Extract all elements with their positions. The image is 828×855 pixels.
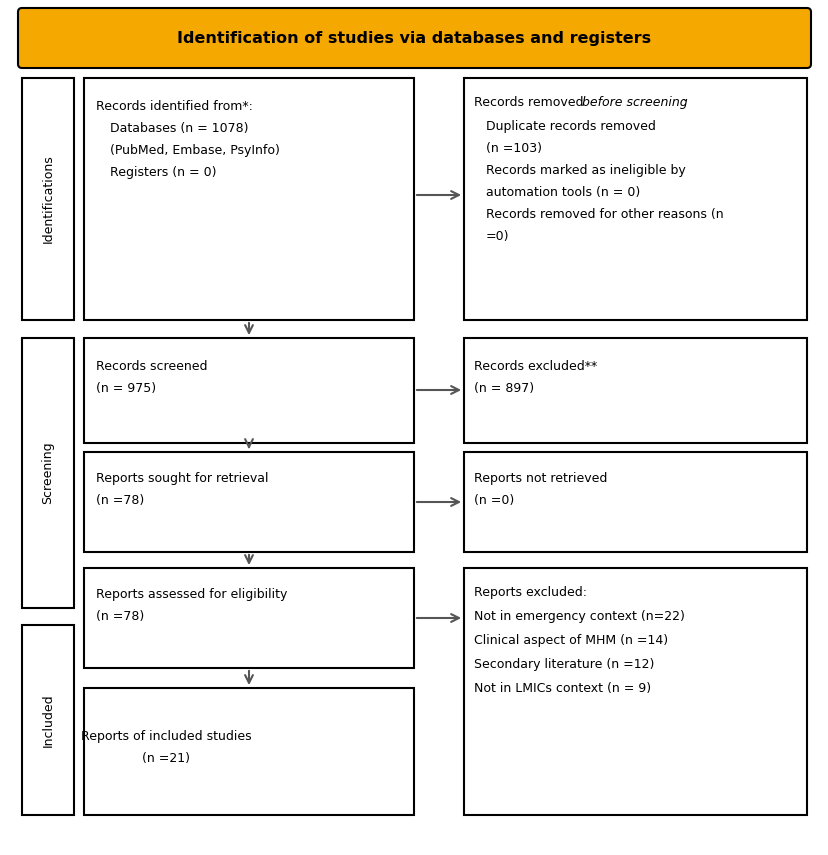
Bar: [22, 338, 74, 608]
Text: Registers (n = 0): Registers (n = 0): [110, 166, 216, 179]
Bar: [464, 452, 806, 552]
Bar: [84, 338, 413, 443]
Text: Reports excluded:: Reports excluded:: [474, 586, 586, 599]
FancyBboxPatch shape: [18, 8, 810, 68]
Text: (n = 975): (n = 975): [96, 382, 156, 395]
Text: Included: Included: [41, 693, 55, 746]
Text: Records removed: Records removed: [474, 96, 587, 109]
Text: Databases (n = 1078): Databases (n = 1078): [110, 122, 248, 135]
Text: Reports sought for retrieval: Reports sought for retrieval: [96, 472, 268, 485]
Text: =0): =0): [485, 230, 509, 243]
Text: (n =21): (n =21): [142, 752, 190, 765]
Text: :: :: [682, 96, 686, 109]
Text: Not in LMICs context (n = 9): Not in LMICs context (n = 9): [474, 682, 650, 695]
Text: (n =78): (n =78): [96, 494, 144, 507]
Text: before screening: before screening: [581, 96, 686, 109]
Bar: [84, 78, 413, 320]
Bar: [84, 568, 413, 668]
Text: Reports of included studies: Reports of included studies: [80, 730, 251, 743]
Text: Records removed for other reasons (n: Records removed for other reasons (n: [485, 208, 723, 221]
Text: Duplicate records removed: Duplicate records removed: [485, 120, 655, 133]
Text: Reports not retrieved: Reports not retrieved: [474, 472, 607, 485]
Text: (PubMed, Embase, PsyInfo): (PubMed, Embase, PsyInfo): [110, 144, 280, 157]
Text: Records identified from*:: Records identified from*:: [96, 100, 253, 113]
Text: Not in emergency context (n=22): Not in emergency context (n=22): [474, 610, 684, 623]
Bar: [22, 625, 74, 815]
Text: (n =0): (n =0): [474, 494, 513, 507]
Text: (n =78): (n =78): [96, 610, 144, 623]
Text: Identifications: Identifications: [41, 155, 55, 244]
Text: Records screened: Records screened: [96, 360, 207, 373]
Text: Reports assessed for eligibility: Reports assessed for eligibility: [96, 588, 287, 601]
Text: Secondary literature (n =12): Secondary literature (n =12): [474, 658, 653, 671]
Text: (n =103): (n =103): [485, 142, 542, 155]
Text: Screening: Screening: [41, 442, 55, 504]
Bar: [22, 78, 74, 320]
Text: (n = 897): (n = 897): [474, 382, 533, 395]
Text: Records marked as ineligible by: Records marked as ineligible by: [485, 164, 685, 177]
Text: Identification of studies via databases and registers: Identification of studies via databases …: [177, 31, 651, 45]
Text: automation tools (n = 0): automation tools (n = 0): [485, 186, 639, 199]
Bar: [464, 568, 806, 815]
Text: Clinical aspect of MHM (n =14): Clinical aspect of MHM (n =14): [474, 634, 667, 647]
Bar: [84, 452, 413, 552]
Text: Records excluded**: Records excluded**: [474, 360, 596, 373]
Bar: [84, 688, 413, 815]
Bar: [464, 78, 806, 320]
Bar: [464, 338, 806, 443]
